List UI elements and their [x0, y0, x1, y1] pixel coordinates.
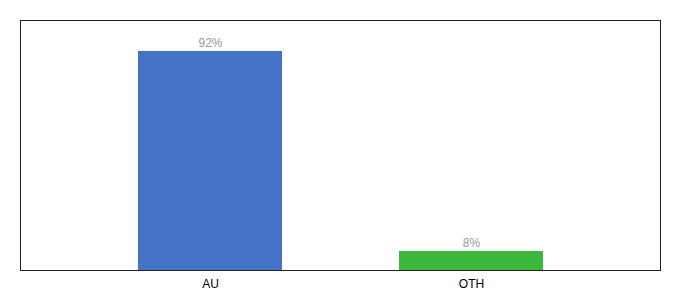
- svg-text:8%: 8%: [463, 236, 481, 250]
- svg-text:OTH: OTH: [459, 277, 484, 291]
- svg-text:AU: AU: [202, 277, 219, 291]
- svg-text:92%: 92%: [198, 36, 222, 50]
